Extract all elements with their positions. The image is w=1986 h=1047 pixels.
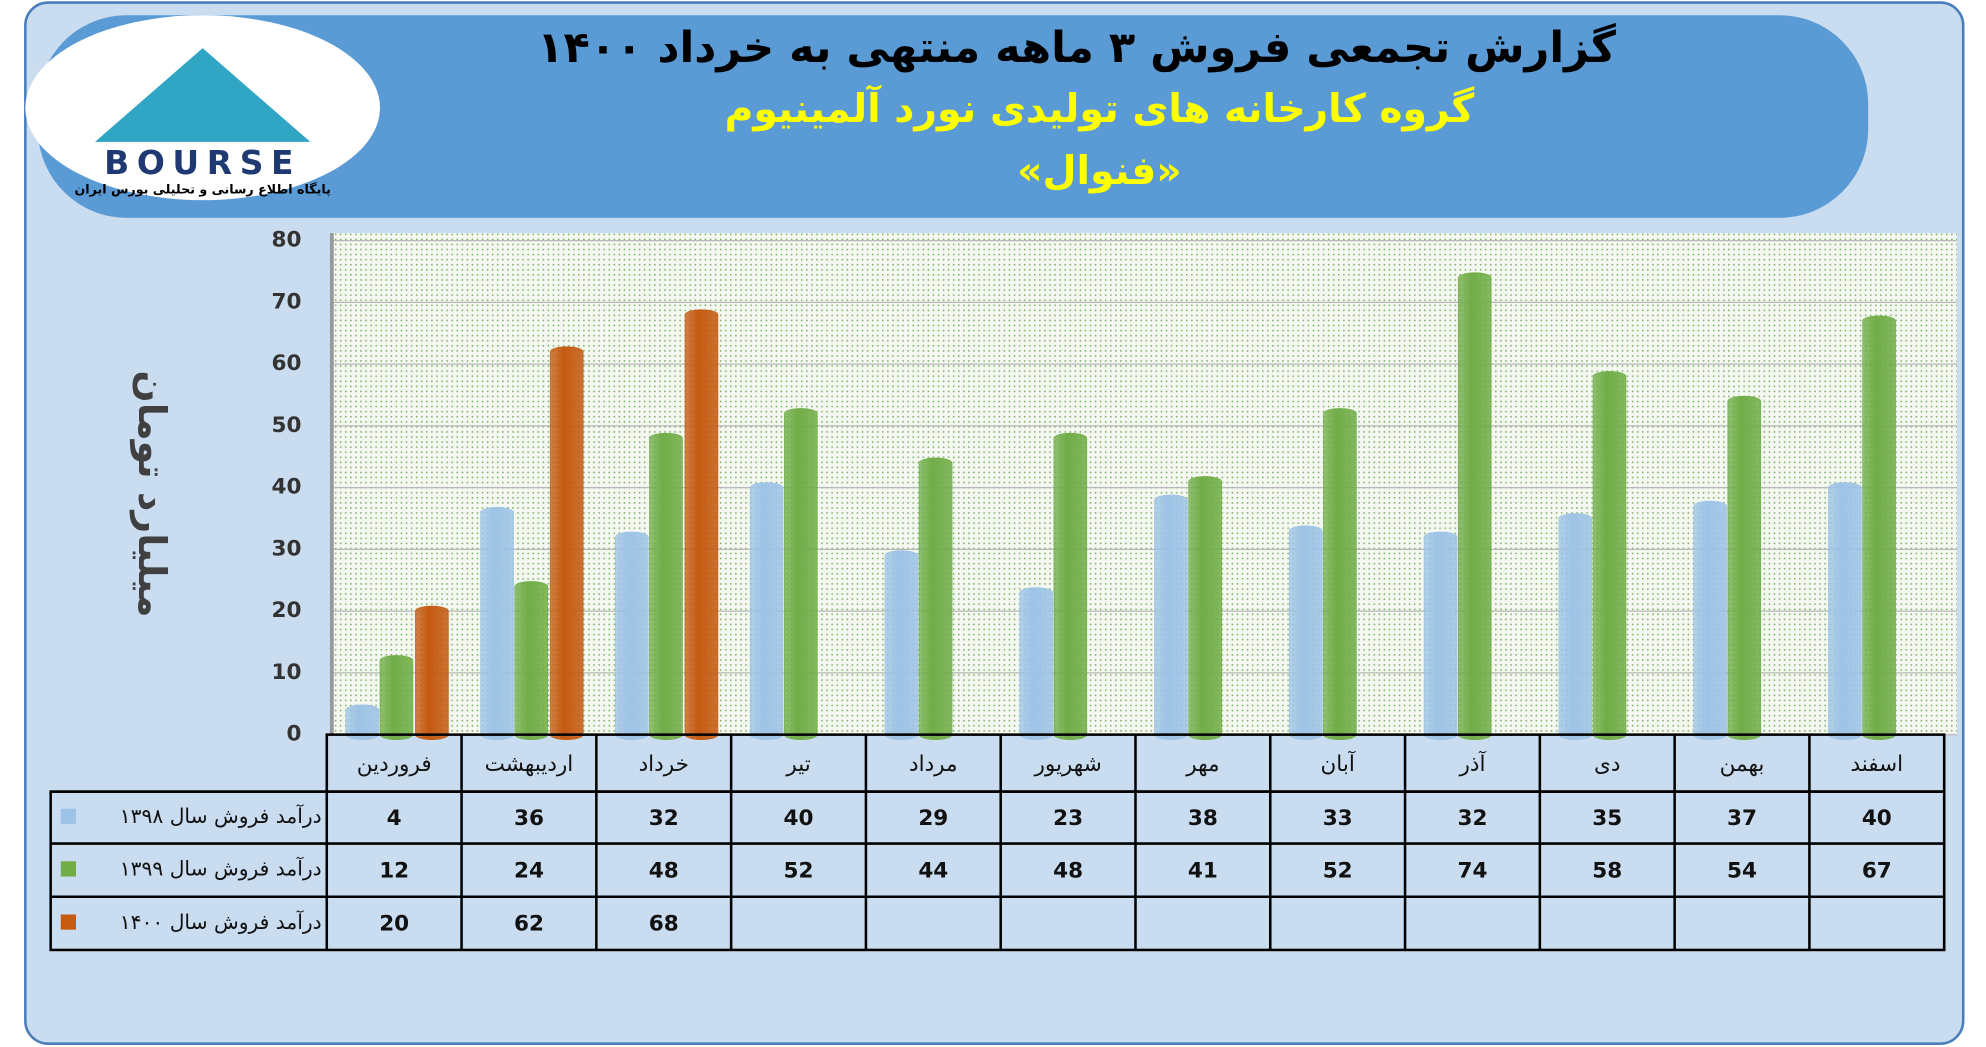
- bar: [1592, 371, 1627, 741]
- bar: [549, 346, 584, 741]
- bar: [415, 605, 449, 741]
- legend-label: درآمد فروش سال ۱۳۹۸: [120, 803, 322, 828]
- table-value: 52: [1323, 858, 1353, 883]
- legend-label: درآمد فروش سال ۱۴۰۰: [120, 909, 322, 934]
- legend-swatch: [60, 914, 76, 930]
- x-tick-label: تیر: [785, 752, 810, 777]
- bar: [1693, 500, 1727, 741]
- logo-shape: [94, 48, 311, 142]
- bar: [1154, 494, 1188, 741]
- bar: [1457, 272, 1492, 741]
- bar: [480, 506, 514, 741]
- y-tick-label: 40: [271, 475, 301, 500]
- table-value: 58: [1592, 858, 1622, 883]
- table-value: 32: [1457, 806, 1487, 831]
- chart-subtitle: گروه کارخانه های تولیدی نورد آلمینیوم: [725, 84, 1475, 132]
- x-tick-label: اردیبهشت: [485, 752, 574, 777]
- table-value: 74: [1457, 858, 1487, 883]
- table-value: 44: [918, 858, 948, 883]
- bar: [1019, 587, 1053, 741]
- x-tick-label: خرداد: [639, 752, 689, 777]
- legend-label: درآمد فروش سال ۱۳۹۹: [120, 856, 322, 881]
- y-axis-label: میلیارد تومان: [130, 370, 174, 617]
- logo-tagline: پایگاه اطلاع رسانی و تحلیلی بورس ایران: [74, 182, 330, 197]
- y-tick-label: 50: [271, 413, 301, 438]
- table-value: 52: [784, 858, 814, 883]
- x-tick-label: مهر: [1185, 752, 1219, 777]
- table-value: 29: [918, 806, 948, 831]
- bar: [1862, 315, 1896, 741]
- table-value: 24: [514, 858, 544, 883]
- bar: [1323, 408, 1357, 741]
- bar: [1558, 513, 1593, 741]
- bar: [784, 408, 818, 741]
- y-tick-label: 20: [271, 598, 301, 623]
- x-tick-label: شهریور: [1033, 752, 1101, 777]
- y-tick-label: 80: [271, 228, 301, 253]
- x-tick-label: آبان: [1321, 750, 1356, 777]
- x-tick-label: آذر: [1458, 750, 1486, 777]
- bar: [1288, 525, 1323, 741]
- logo-name: BOURSE: [104, 143, 301, 182]
- table-value: 12: [379, 858, 409, 883]
- table-value: 36: [514, 806, 544, 831]
- bar: [345, 704, 380, 741]
- bar: [615, 531, 649, 741]
- table-value: 40: [1862, 806, 1892, 831]
- y-tick-label: 30: [271, 536, 301, 561]
- y-tick-label: 0: [286, 722, 301, 747]
- table-value: 68: [649, 912, 679, 937]
- table-value: 48: [1053, 858, 1083, 883]
- y-tick-label: 70: [271, 289, 301, 314]
- table-value: 23: [1053, 806, 1083, 831]
- table-value: 4: [387, 806, 402, 831]
- bar: [1423, 531, 1458, 741]
- table-value: 48: [649, 858, 679, 883]
- x-tick-label: دی: [1594, 752, 1620, 777]
- header-banner: [37, 15, 1869, 218]
- table-value: 40: [784, 806, 814, 831]
- bar: [514, 581, 549, 741]
- bar: [1828, 482, 1862, 741]
- table-value: 38: [1188, 806, 1218, 831]
- bar: [1188, 476, 1222, 741]
- y-tick-label: 60: [271, 351, 301, 376]
- bar: [1727, 395, 1762, 741]
- bar: [884, 550, 919, 741]
- bar: [918, 457, 953, 741]
- legend-swatch: [60, 808, 76, 824]
- bar: [379, 655, 414, 741]
- legend-swatch: [60, 861, 76, 877]
- bar: [749, 482, 784, 741]
- table-value: 35: [1592, 806, 1622, 831]
- bar: [649, 432, 683, 741]
- x-tick-label: بهمن: [1720, 752, 1765, 777]
- table-value: 41: [1188, 858, 1218, 883]
- table-value: 20: [379, 912, 409, 937]
- table-value: 33: [1323, 806, 1353, 831]
- table-value: 62: [514, 912, 544, 937]
- table-value: 67: [1862, 858, 1892, 883]
- bar: [1053, 432, 1088, 741]
- table-value: 37: [1727, 806, 1757, 831]
- y-tick-label: 10: [271, 660, 301, 685]
- x-tick-label: مرداد: [909, 752, 958, 777]
- chart-title: گزارش تجمعی فروش ۳ ماهه منتهی به خرداد ۱…: [537, 22, 1617, 73]
- company-name: «فنوال»: [1017, 149, 1182, 194]
- table-value: 32: [649, 806, 679, 831]
- x-tick-label: اسفند: [1850, 752, 1903, 777]
- table-value: 54: [1727, 858, 1757, 883]
- plot-area: [331, 233, 1957, 735]
- bar: [684, 309, 719, 741]
- x-tick-label: فروردین: [357, 752, 432, 777]
